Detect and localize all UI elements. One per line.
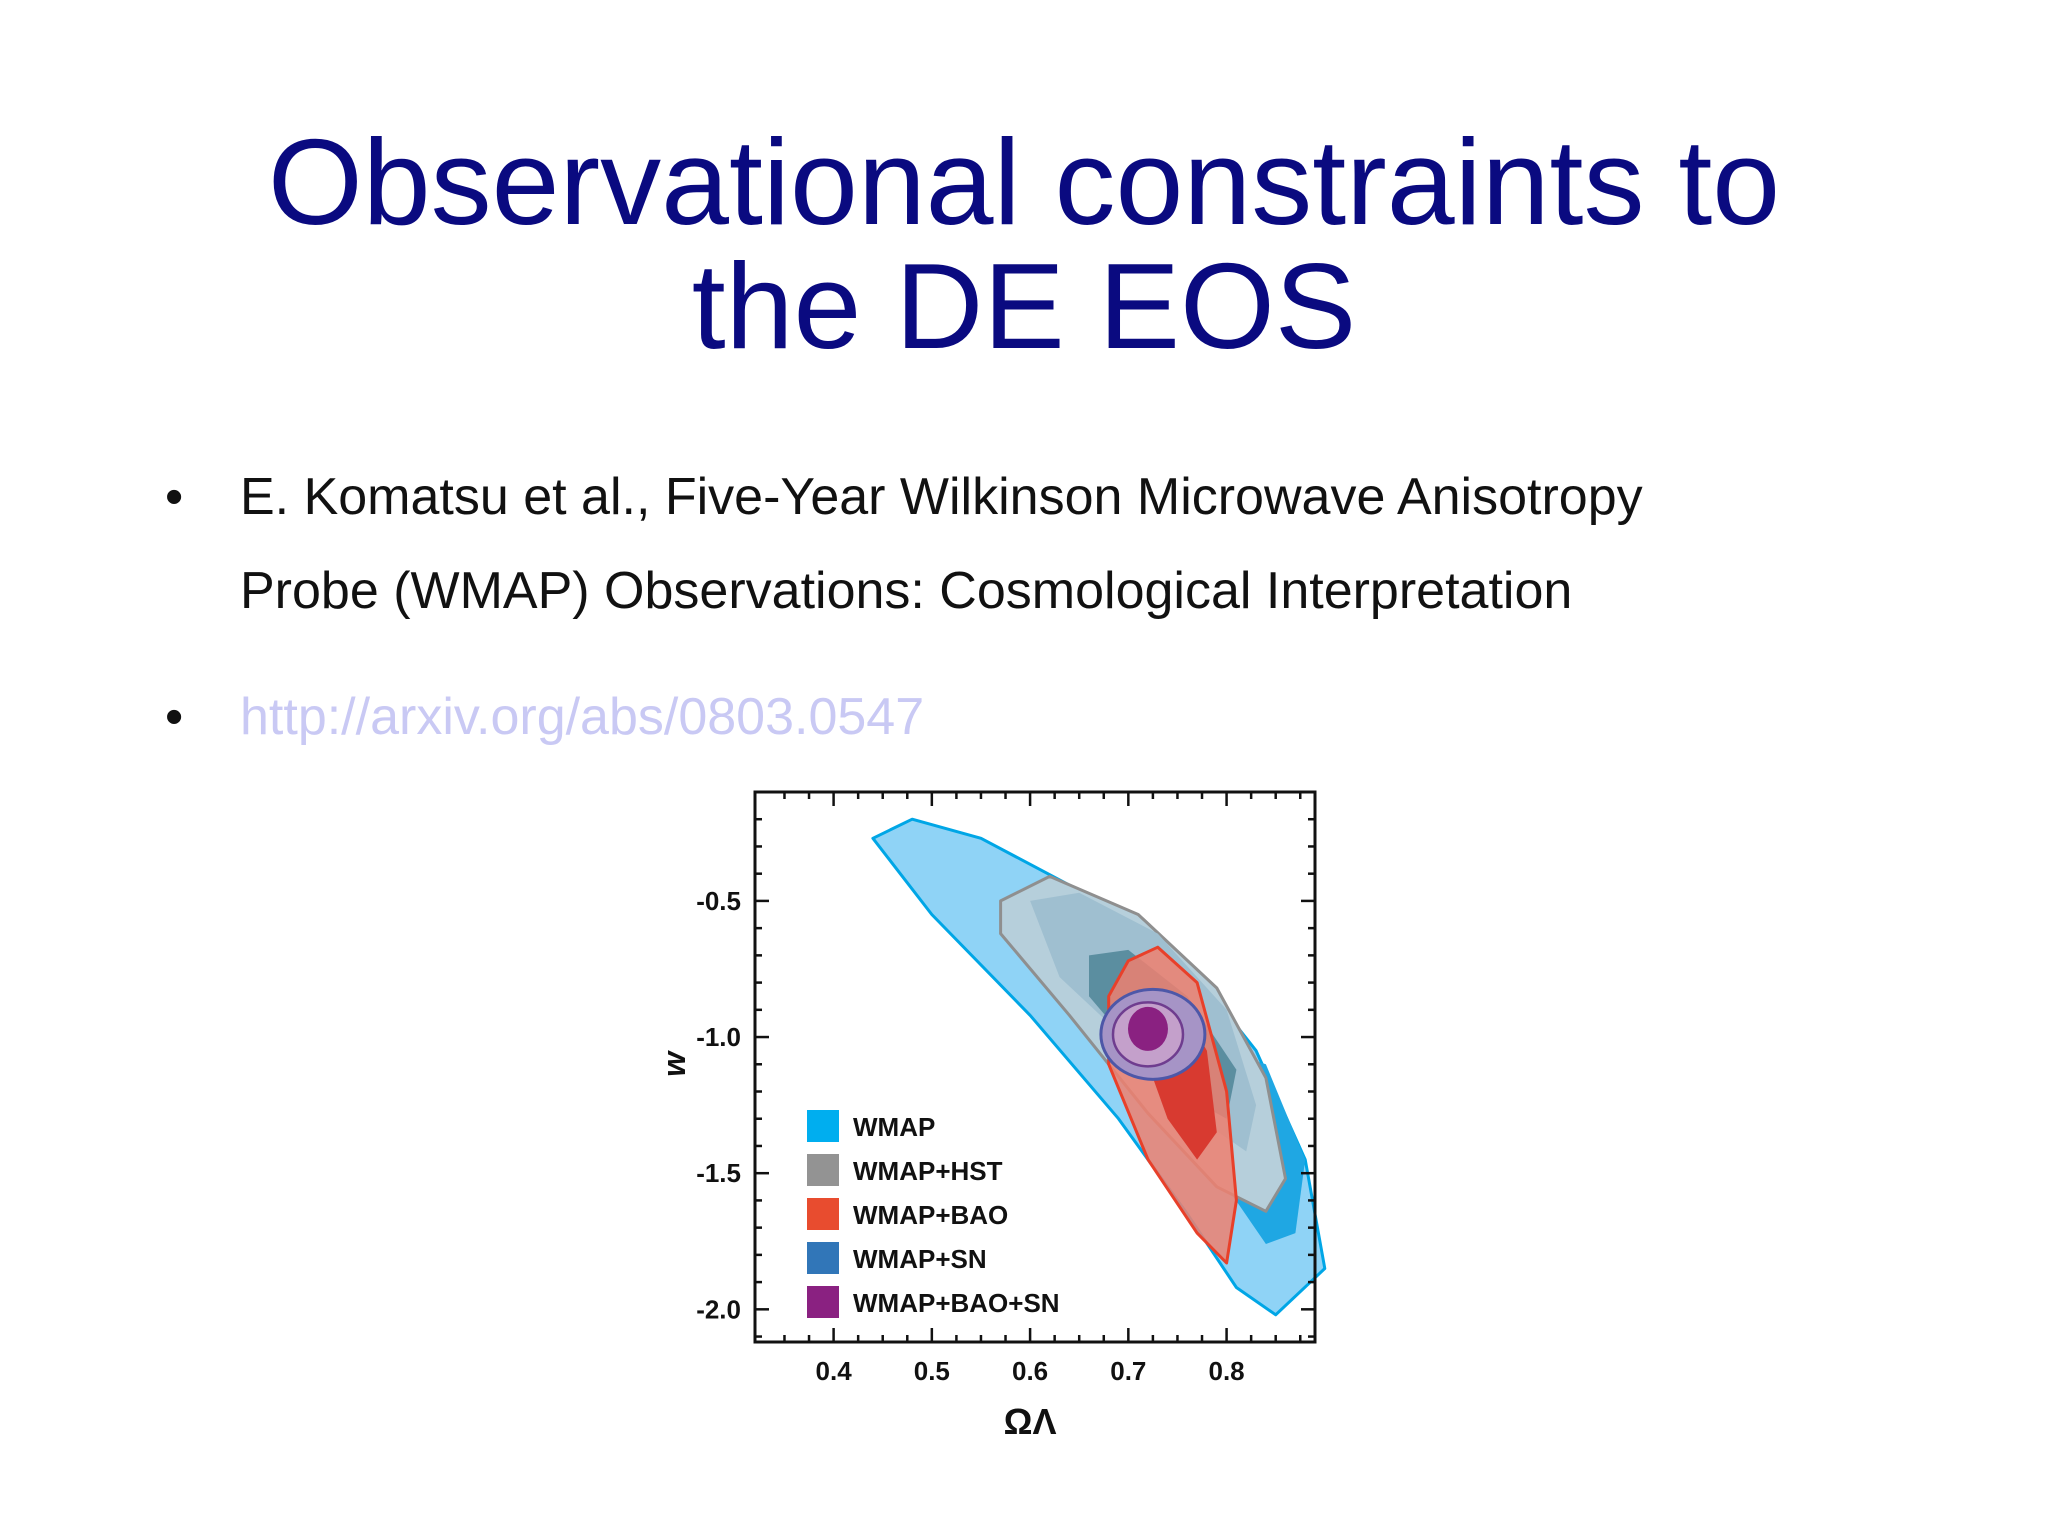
title-line-2: the DE EOS [691,238,1357,374]
plot-frame [753,790,1317,1344]
bullet-reference: • E. Komatsu et al., Five-Year Wilkinson… [165,450,1865,638]
bullet-icon: • [165,688,184,746]
y-axis-label: w [656,1050,692,1077]
legend-label: WMAP+BAO [853,1200,1008,1230]
y-tick-label: -0.5 [696,886,741,916]
x-axis-label: ΩΛ [1004,1401,1057,1442]
bullet-icon: • [165,468,184,526]
slide-title: Observational constraints to the DE EOS [0,120,2048,368]
legend-label: WMAP [853,1112,935,1142]
y-tick-label: -1.5 [696,1158,741,1188]
plot-content [871,817,1327,1317]
legend: WMAP WMAP+HST WMAP+BAO WMAP+SN WMAP+BAO+SN [807,1110,1060,1318]
legend-swatch [807,1286,839,1318]
y-tick-label: -2.0 [696,1294,741,1324]
contour-chart: 0.4 0.5 0.6 0.7 0.8-0.5-1.0-1.5-2.0 WMAPWMAP… [656,790,1327,1442]
reference-line-1: E. Komatsu et al., Five-Year Wilkinson M… [240,468,1643,526]
legend-swatch [807,1154,839,1186]
legend-label: WMAP+SN [853,1244,987,1274]
legend-swatch [807,1242,839,1274]
wmap-bao-sn-68-contour [1127,1006,1168,1051]
arxiv-link[interactable]: http://arxiv.org/abs/0803.0547 [240,688,925,746]
x-tick-label: 0.5 [914,1356,950,1386]
y-tick-label: -1.0 [696,1022,741,1052]
reference-line-2: Probe (WMAP) Observations: Cosmological … [240,562,1573,620]
x-tick-label: 0.8 [1209,1356,1245,1386]
title-line-1: Observational constraints to [267,114,1781,250]
x-tick-label: 0.6 [1012,1356,1048,1386]
legend-swatch [807,1198,839,1230]
bullet-link: • http://arxiv.org/abs/0803.0547 [165,670,1865,764]
legend-label: WMAP+HST [853,1156,1003,1186]
bullet-list: • E. Komatsu et al., Five-Year Wilkinson… [165,450,1865,764]
x-tick-label: 0.7 [1110,1356,1146,1386]
legend-label: WMAP+BAO+SN [853,1288,1060,1318]
legend-swatch [807,1110,839,1142]
axis-ticks: 0.4 0.5 0.6 0.7 0.8 -0.5 -1.0 -1.5 -2.0 [696,792,1315,1386]
x-tick-label: 0.4 [816,1356,853,1386]
